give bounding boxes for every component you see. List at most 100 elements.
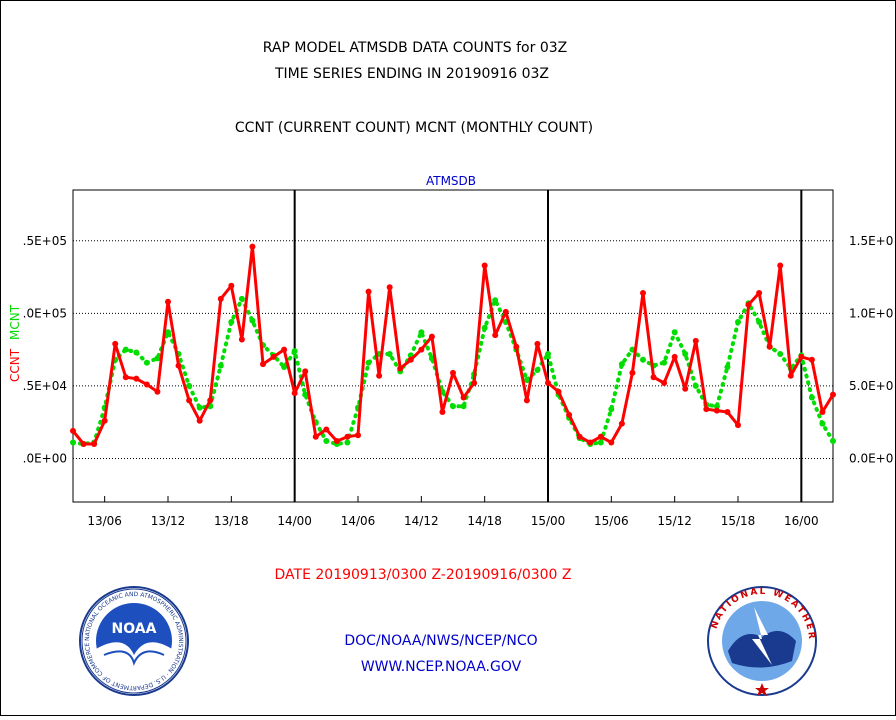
left-tick-label: .0E+00 <box>23 451 67 465</box>
data-point-ccnt <box>122 374 129 381</box>
data-point-ccnt <box>523 397 530 404</box>
right-tick-label: 0.0E+0 <box>849 451 893 465</box>
x-tick-label: 15/18 <box>721 514 756 528</box>
x-tick-label: 15/06 <box>594 514 629 528</box>
left-tick-label: .5E+04 <box>23 379 67 393</box>
data-point-ccnt <box>576 433 583 440</box>
data-point-mcnt <box>661 359 668 366</box>
data-point-ccnt <box>386 284 393 291</box>
right-tick-label: 1.0E+0 <box>849 306 893 320</box>
x-tick-label: 14/00 <box>277 514 312 528</box>
data-point-ccnt <box>513 343 520 350</box>
data-point-mcnt <box>692 382 699 389</box>
y-axis-label-group: CCNT MCNT <box>8 304 22 382</box>
data-series <box>70 243 836 447</box>
data-point-mcnt <box>281 364 288 371</box>
right-axis-ticks: 0.0E+0 5.0E+0 1.0E+0 1.5E+0 <box>849 234 893 466</box>
data-point-mcnt <box>460 403 467 410</box>
data-point-ccnt <box>196 417 203 424</box>
data-point-ccnt <box>143 381 150 388</box>
data-point-ccnt <box>112 340 119 347</box>
data-point-mcnt <box>249 317 256 324</box>
data-point-mcnt <box>238 295 245 302</box>
data-point-ccnt <box>555 388 562 395</box>
data-point-mcnt <box>534 366 541 373</box>
data-point-mcnt <box>756 319 763 326</box>
day-dividers <box>293 190 803 502</box>
data-point-ccnt <box>502 308 509 315</box>
data-point-ccnt <box>766 343 773 350</box>
data-point-ccnt <box>735 422 741 429</box>
data-point-mcnt <box>302 391 309 398</box>
x-axis-ticks: 13/06 13/12 13/18 14/00 14/06 14/12 14/18 15/00… <box>87 496 819 528</box>
data-point-ccnt <box>545 380 551 387</box>
data-point-ccnt <box>344 433 351 440</box>
data-point-ccnt <box>819 409 826 416</box>
x-tick-label: 13/12 <box>151 514 186 528</box>
y-axis-label-ccnt: CCNT <box>8 348 22 382</box>
data-point-ccnt <box>450 369 456 376</box>
nws-star-icon <box>755 683 769 696</box>
data-point-ccnt <box>629 369 636 376</box>
data-point-mcnt <box>713 403 720 410</box>
data-point-ccnt <box>787 372 794 379</box>
data-point-ccnt <box>270 353 277 360</box>
chart-subtitle: CCNT (CURRENT COUNT) MCNT (MONTHLY COUNT… <box>235 120 593 136</box>
data-point-mcnt <box>671 329 678 336</box>
data-point-ccnt <box>756 290 763 297</box>
data-point-mcnt <box>481 324 488 331</box>
y-axis-label-mcnt: MCNT <box>8 304 22 340</box>
data-point-mcnt <box>523 377 530 384</box>
data-point-ccnt <box>365 288 372 295</box>
chart-title-line1: RAP MODEL ATMSDB DATA COUNTS for 03Z <box>263 40 567 56</box>
data-point-mcnt <box>808 394 815 401</box>
data-point-ccnt <box>830 391 836 398</box>
data-point-mcnt <box>492 297 499 304</box>
data-point-ccnt <box>323 426 330 433</box>
data-point-mcnt <box>597 439 604 446</box>
data-point-mcnt <box>545 350 551 357</box>
data-point-ccnt <box>238 336 245 343</box>
plot-frame <box>72 189 834 503</box>
data-point-ccnt <box>703 406 710 413</box>
data-point-mcnt <box>724 364 731 371</box>
data-point-mcnt <box>682 350 689 357</box>
data-point-ccnt <box>154 388 161 395</box>
data-point-ccnt <box>481 262 488 269</box>
x-tick-label: 14/12 <box>404 514 439 528</box>
url-link[interactable]: WWW.NCEP.NOAA.GOV <box>361 659 522 675</box>
data-point-ccnt <box>692 337 699 344</box>
data-point-ccnt <box>302 368 309 375</box>
data-point-ccnt <box>597 433 604 440</box>
data-point-ccnt <box>428 333 435 340</box>
data-point-ccnt <box>407 356 414 363</box>
data-point-ccnt <box>777 262 784 269</box>
data-point-mcnt <box>386 350 393 357</box>
nws-logo: NATIONAL WEATHER SERVICE <box>707 586 817 696</box>
x-tick-label: 15/12 <box>657 514 692 528</box>
data-point-ccnt <box>101 417 108 424</box>
x-tick-label: 16/00 <box>784 514 819 528</box>
data-point-mcnt <box>640 356 646 363</box>
right-tick-label: 5.0E+0 <box>849 379 893 393</box>
data-point-ccnt <box>640 290 646 297</box>
data-point-mcnt <box>450 403 456 410</box>
data-point-ccnt <box>91 440 98 447</box>
data-point-ccnt <box>661 380 668 387</box>
data-point-mcnt <box>154 355 161 362</box>
data-point-ccnt <box>397 365 404 372</box>
data-point-ccnt <box>355 432 361 439</box>
data-point-ccnt <box>492 332 499 339</box>
data-point-mcnt <box>143 359 150 366</box>
data-point-ccnt <box>587 439 594 446</box>
data-point-ccnt <box>217 295 224 302</box>
data-point-ccnt <box>566 411 573 418</box>
data-point-mcnt <box>186 382 193 389</box>
data-point-mcnt <box>165 329 171 336</box>
data-point-mcnt <box>618 361 625 368</box>
noaa-logo: NOAA NATIONAL OCEANIC AND ATMOSPHERIC AD… <box>79 586 189 696</box>
data-point-ccnt <box>228 282 235 289</box>
left-axis-ticks: .0E+00 .5E+04 .0E+05 .5E+05 <box>23 234 67 466</box>
x-tick-label: 13/18 <box>214 514 249 528</box>
data-point-ccnt <box>207 397 214 404</box>
